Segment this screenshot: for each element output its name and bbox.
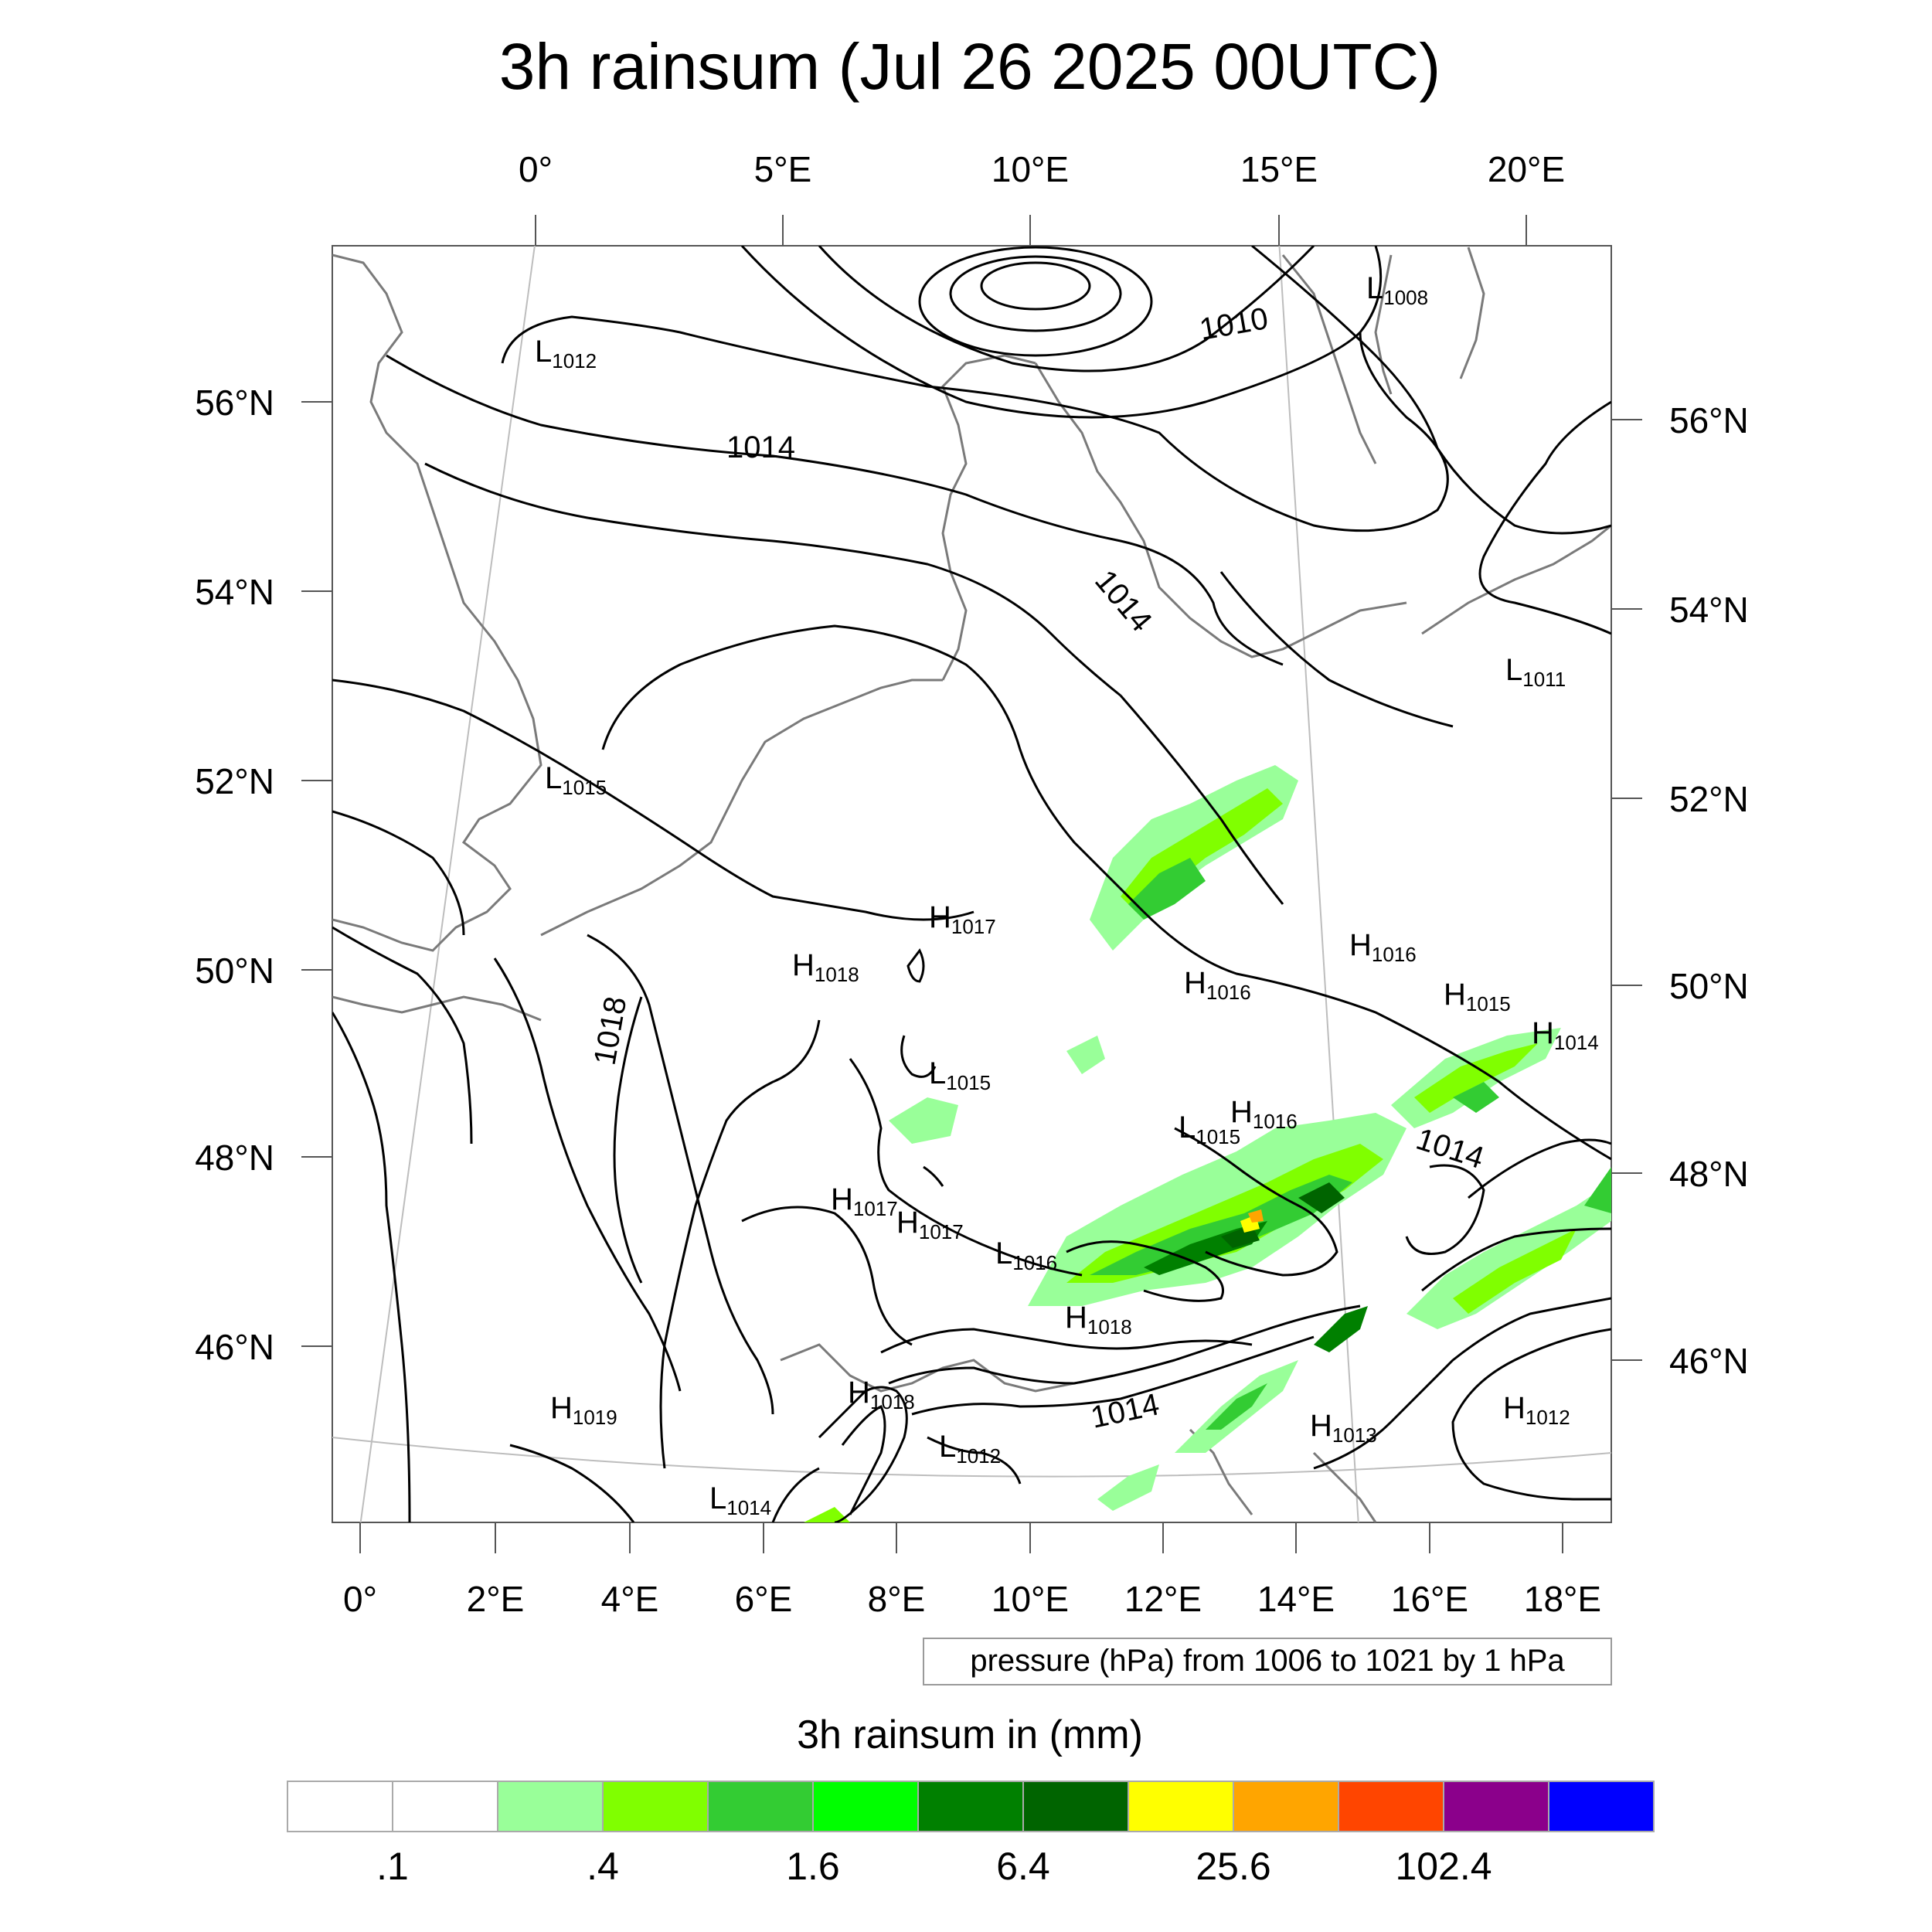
lat-label: 56°N (195, 383, 274, 423)
lon-label: 18°E (1524, 1579, 1601, 1619)
lat-label: 50°N (1669, 966, 1749, 1006)
colorbar-label: .4 (587, 1845, 619, 1888)
pressure-center: H1013 (1310, 1409, 1377, 1447)
colorbar-box (1022, 1781, 1129, 1832)
colorbar-box (287, 1781, 393, 1832)
colorbar-box (1443, 1781, 1549, 1832)
colorbar-label: .1 (376, 1845, 409, 1888)
pressure-center: H1017 (896, 1206, 964, 1243)
pressure-center: H1016 (1184, 966, 1251, 1004)
pressure-center: H1018 (1065, 1301, 1132, 1338)
lon-label: 20°E (1488, 149, 1565, 189)
pressure-center: H1019 (550, 1391, 617, 1429)
colorbar-box (1128, 1781, 1234, 1832)
contour-info-text: pressure (hPa) from 1006 to 1021 by 1 hP… (970, 1644, 1565, 1678)
rain-area-hungary (1406, 1182, 1611, 1329)
isobars (332, 246, 1611, 1522)
lon-label: 0° (519, 149, 553, 189)
right-latitude-labels: 56°N 54°N 52°N 50°N 48°N 46°N (1669, 400, 1749, 1381)
coastlines (332, 247, 1611, 1522)
lon-label: 10°E (992, 1579, 1069, 1619)
colorbar-box (392, 1781, 498, 1832)
colorbar-label: 102.4 (1395, 1845, 1492, 1888)
lat-label: 54°N (195, 572, 274, 612)
lon-label: 6°E (735, 1579, 793, 1619)
lat-label: 52°N (195, 761, 274, 801)
pressure-centers: L1008 L1012 L1011 L1015 H1017 H1018 H101… (535, 271, 1599, 1519)
lat-label: 46°N (1669, 1341, 1749, 1381)
lon-label: 15°E (1240, 149, 1318, 189)
colorbar-box (812, 1781, 919, 1832)
lon-label: 10°E (992, 149, 1069, 189)
colorbar-box (602, 1781, 709, 1832)
pressure-center: H1016 (1349, 928, 1417, 966)
lat-label: 56°N (1669, 400, 1749, 440)
pressure-center: L1015 (545, 761, 607, 799)
colorbar-box (917, 1781, 1024, 1832)
lat-label: 48°N (195, 1138, 274, 1178)
map-title: 3h rainsum (Jul 26 2025 00UTC) (499, 30, 1441, 103)
colorbar-label: 25.6 (1196, 1845, 1270, 1888)
lat-label: 52°N (1669, 779, 1749, 819)
contour-info-box: pressure (hPa) from 1006 to 1021 by 1 hP… (923, 1638, 1612, 1685)
pressure-center: L1016 (995, 1236, 1057, 1274)
colorbar-box (1548, 1781, 1655, 1832)
pressure-center: L1011 (1505, 653, 1566, 691)
lon-label: 4°E (601, 1579, 659, 1619)
lon-label: 0° (343, 1579, 377, 1619)
map-frame (332, 245, 1612, 1523)
lon-label: 8°E (868, 1579, 926, 1619)
lon-label: 14°E (1257, 1579, 1335, 1619)
colorbar-box (1233, 1781, 1339, 1832)
lat-label: 48°N (1669, 1154, 1749, 1194)
pressure-center: H1012 (1503, 1391, 1570, 1429)
pressure-center: H1014 (1532, 1016, 1599, 1054)
rain-area-bavaria-west (889, 1097, 958, 1144)
pressure-center: L1012 (939, 1430, 1001, 1468)
pressure-center: L1015 (1179, 1111, 1240, 1148)
colorbar-box (707, 1781, 814, 1832)
pressure-center: H1018 (792, 948, 859, 986)
colorbar: 3h rainsum in (mm) .1 .4 1.6 6.4 25.6 10… (287, 1713, 1655, 1888)
map-panel: 1010 1014 1014 1018 1014 1014 L1008 L101… (332, 245, 1612, 1523)
pressure-center: H1015 (1444, 978, 1511, 1015)
pressure-center: L1014 (709, 1481, 771, 1519)
top-longitude-labels: 0° 5°E 10°E 15°E 20°E (519, 149, 1565, 189)
pressure-center: L1015 (929, 1056, 991, 1094)
pressure-center: L1012 (535, 335, 597, 372)
colorbar-title: 3h rainsum in (mm) (797, 1713, 1143, 1757)
pressure-center: H1016 (1230, 1095, 1298, 1133)
colorbar-boxes (287, 1781, 1655, 1832)
pressure-center: H1017 (929, 900, 996, 938)
colorbar-label: 6.4 (996, 1845, 1050, 1888)
lon-label: 16°E (1391, 1579, 1468, 1619)
lon-label: 2°E (467, 1579, 525, 1619)
lat-label: 50°N (195, 951, 274, 991)
pressure-center: H1018 (848, 1376, 915, 1413)
lat-label: 54°N (1669, 590, 1749, 630)
left-latitude-labels: 56°N 54°N 52°N 50°N 48°N 46°N (195, 383, 274, 1367)
axis-ticks (301, 215, 1642, 1553)
rain-area-bohemia (1066, 1036, 1105, 1074)
colorbar-labels: .1 .4 1.6 6.4 25.6 102.4 (376, 1845, 1492, 1888)
rain-area-adriatic (1097, 1464, 1159, 1511)
graticule (332, 246, 1611, 1522)
pressure-center: H1017 (831, 1182, 898, 1220)
pressure-center: L1008 (1366, 271, 1428, 309)
isobar-label: 1014 (726, 430, 795, 464)
bottom-longitude-labels: 0° 2°E 4°E 6°E 8°E 10°E 12°E 14°E 16°E 1… (343, 1579, 1601, 1619)
lon-label: 12°E (1124, 1579, 1202, 1619)
colorbar-box (497, 1781, 604, 1832)
colorbar-box (1338, 1781, 1444, 1832)
lat-label: 46°N (195, 1327, 274, 1367)
colorbar-label: 1.6 (786, 1845, 840, 1888)
lon-label: 5°E (754, 149, 812, 189)
